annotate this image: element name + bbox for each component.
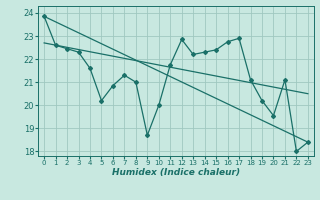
X-axis label: Humidex (Indice chaleur): Humidex (Indice chaleur) <box>112 168 240 177</box>
